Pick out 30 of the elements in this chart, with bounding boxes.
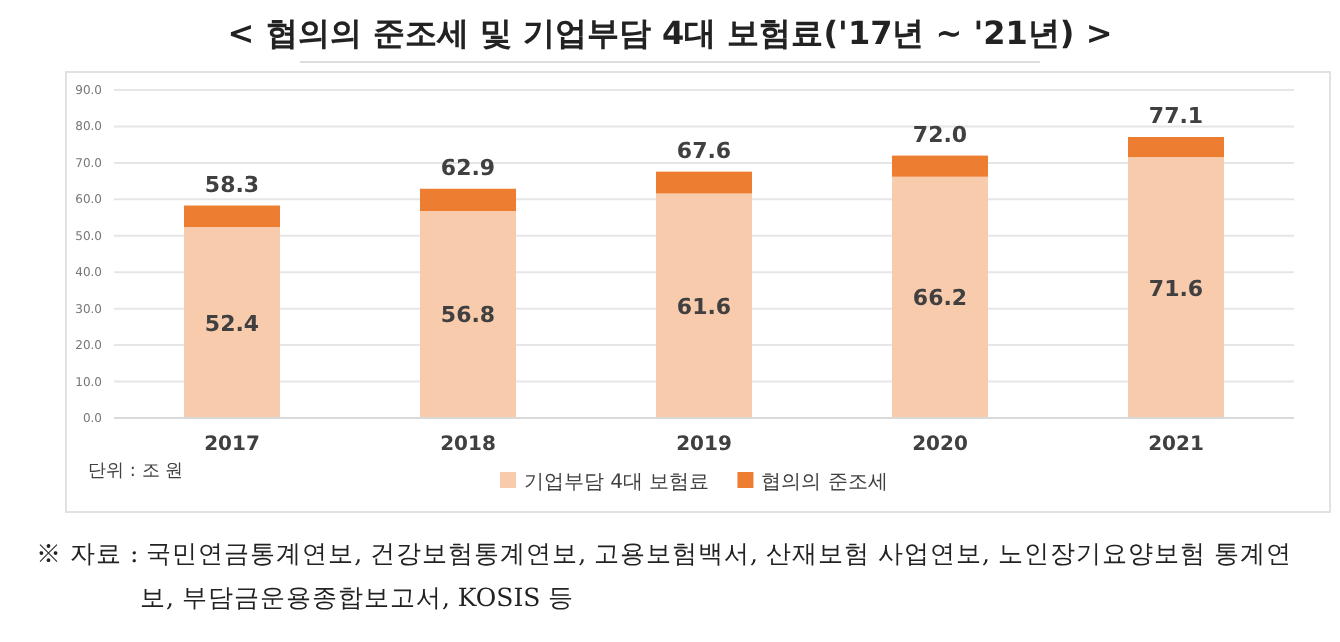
x-tick-label: 2019 [676,434,732,456]
legend-label: 협의의 준조세 [761,472,888,494]
text: 단위 : 조 원 [88,462,184,482]
bar [1128,157,1224,418]
x-tick-label: 2021 [1148,434,1204,456]
bar [1128,137,1224,158]
bar [656,193,752,418]
legend-label: 기업부담 4대 보험료 [524,472,710,494]
total-label: 77.1 [1148,103,1204,130]
x-tick-label: 2017 [204,434,260,456]
bar [184,205,280,228]
bar [420,188,516,211]
total-label: 62.9 [440,154,496,181]
text: ※ 자료 : 국민연금통계연보, 건강보험통계연보, 고용보험백서, 산재보험 사업연보, 노인장기요양보험 통계연보, 부담금운용종합보고서, KOSIS 등 [36,536,1294,616]
total-label: 67.6 [676,137,732,164]
chart-title: < 협의의 준조세 및 기업부담 4대 보험료('17년 ~ '21년) > [227,14,1113,52]
bar [420,211,516,418]
bar [656,171,752,194]
data-label: 71.6 [1148,275,1204,302]
data-label: 61.6 [676,293,732,320]
x-tick-label: 2020 [912,434,968,456]
total-label: 58.3 [204,171,260,198]
bar [892,176,988,418]
data-label: 52.4 [204,310,260,337]
x-tick-label: 2018 [440,434,496,456]
data-label: 56.8 [440,302,496,329]
data-label: 66.2 [912,285,968,312]
bar [892,155,988,177]
bar [184,227,280,418]
total-label: 72.0 [912,121,968,148]
